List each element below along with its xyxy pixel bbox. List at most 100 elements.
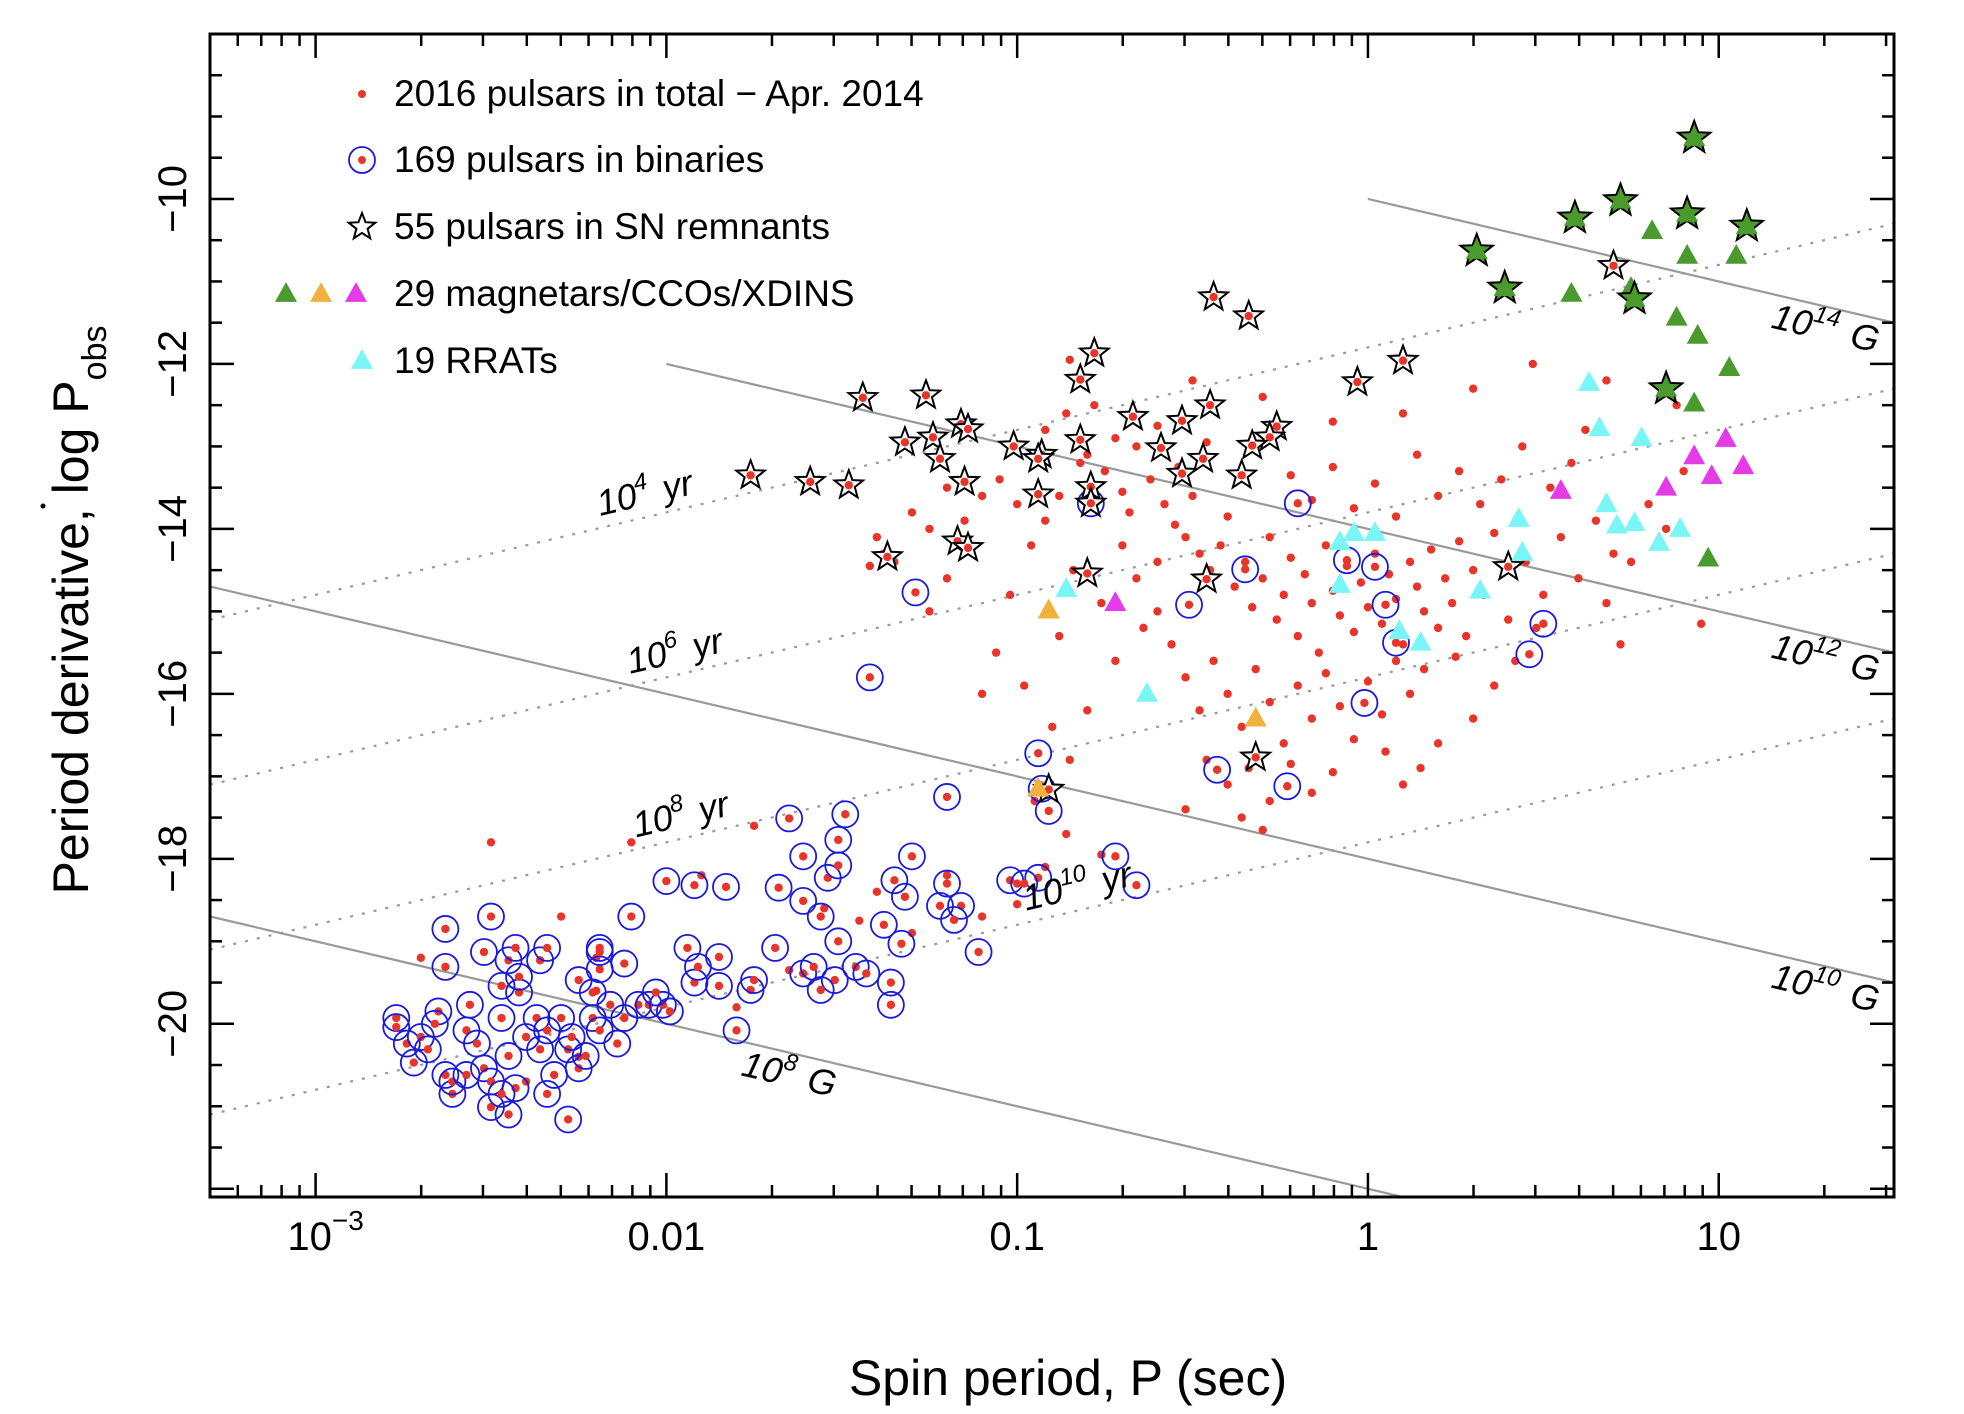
pulsar-point bbox=[1461, 631, 1471, 641]
binary-circle bbox=[501, 934, 530, 962]
pulsar-point bbox=[1518, 442, 1527, 451]
binary-circle bbox=[824, 825, 853, 854]
pulsar-point bbox=[1616, 640, 1625, 649]
binary-circle bbox=[571, 1042, 600, 1070]
x-tick-label: 10−3 bbox=[287, 1205, 363, 1259]
b-field-label-0: 1014G bbox=[1768, 291, 1884, 360]
x-axis-title: Spin period, P (sec) bbox=[849, 1350, 1287, 1406]
pulsar-point bbox=[942, 483, 952, 492]
x-tick-label-text: 1 bbox=[1357, 1215, 1379, 1259]
magnetar-triangle bbox=[1493, 276, 1516, 296]
binary-pulsar-dot bbox=[690, 881, 699, 890]
binary-circle bbox=[1024, 739, 1053, 768]
binary-circle bbox=[831, 800, 860, 829]
legend-circle-icon bbox=[348, 146, 376, 174]
binary-circle bbox=[494, 1100, 523, 1129]
binary-circle bbox=[547, 1004, 576, 1032]
pulsar-point bbox=[1286, 759, 1295, 769]
snr-pulsar-dot bbox=[900, 438, 910, 447]
pulsar-point bbox=[1188, 491, 1197, 501]
binary-circle bbox=[775, 804, 804, 833]
binary-pulsar-dot bbox=[774, 883, 783, 892]
binary-pulsar-dot bbox=[462, 1026, 471, 1035]
pulsar-point bbox=[1391, 512, 1401, 521]
magnetar-triangle bbox=[1641, 219, 1664, 240]
binary-pulsar-dot bbox=[886, 1000, 896, 1010]
pulsar-point bbox=[1188, 376, 1197, 385]
pulsar-point bbox=[1398, 780, 1408, 789]
snr-pulsar-dot bbox=[1272, 422, 1281, 431]
rrat-triangle bbox=[1511, 540, 1534, 561]
cco-triangle bbox=[1027, 776, 1050, 797]
binary-circle bbox=[431, 1061, 460, 1089]
xdins-triangle bbox=[1700, 464, 1723, 485]
binary-pulsar-dot bbox=[1283, 782, 1292, 791]
pulsar-point bbox=[1258, 825, 1267, 835]
binary-pulsar-dot bbox=[935, 901, 945, 911]
legend-triangle-icon bbox=[310, 282, 332, 302]
pulsar-point bbox=[1433, 491, 1443, 501]
snr-pulsar-dot bbox=[1177, 416, 1187, 426]
pulsar-point bbox=[1012, 899, 1022, 909]
binary-circle bbox=[1273, 772, 1302, 801]
rrat-triangle bbox=[1577, 371, 1600, 391]
binary-pulsar-dot bbox=[830, 975, 839, 985]
pulsar-point bbox=[1475, 499, 1485, 509]
rrat-triangle bbox=[1623, 511, 1646, 532]
pulsar-point bbox=[1132, 442, 1141, 451]
pulsar-point bbox=[942, 574, 952, 583]
pulsar-point bbox=[1153, 607, 1162, 616]
b-field-label-1-exp: 12 bbox=[1811, 631, 1843, 663]
snr-pulsar-dot bbox=[1353, 377, 1362, 387]
binary-pulsar-dot bbox=[462, 1070, 471, 1080]
binary-circle bbox=[456, 990, 484, 1019]
binary-pulsar-dot bbox=[542, 1089, 552, 1099]
pulsar-point bbox=[1363, 603, 1373, 612]
snr-pulsar-dot bbox=[1177, 469, 1187, 478]
binary-pulsar-dot bbox=[834, 937, 843, 946]
binary-circle bbox=[806, 976, 835, 1004]
snr-pulsar-dot bbox=[928, 433, 938, 442]
pulsar-point bbox=[1412, 582, 1422, 591]
binary-pulsar-dot bbox=[942, 879, 952, 888]
y-tick-label: −10 bbox=[151, 165, 195, 233]
pulsar-point bbox=[1153, 557, 1162, 567]
legend-label: 2016 pulsars in total − Apr. 2014 bbox=[394, 73, 924, 114]
binary-circle bbox=[655, 997, 684, 1026]
binary-circle bbox=[901, 578, 930, 607]
snr-pulsar-dot bbox=[1198, 454, 1208, 463]
pulsar-point bbox=[1265, 532, 1274, 542]
binary-pulsar-dot bbox=[1184, 600, 1194, 609]
binary-pulsar-dot bbox=[595, 965, 604, 974]
pulsar-point bbox=[977, 689, 987, 699]
binary-pulsar-dot bbox=[886, 978, 896, 987]
x-tick-label-text: 0.1 bbox=[989, 1215, 1045, 1259]
cco-triangle bbox=[1037, 598, 1060, 619]
legend-circle-dot-icon bbox=[358, 156, 366, 164]
rrat-triangle bbox=[1595, 492, 1618, 513]
x-tick-label-text: 10 bbox=[287, 1215, 332, 1259]
pulsar-point bbox=[1626, 557, 1636, 567]
pulsar-point bbox=[1055, 491, 1064, 501]
rrat-triangle bbox=[1328, 573, 1351, 593]
legend-triangle-icon bbox=[345, 282, 367, 302]
pulsar-point bbox=[1433, 739, 1443, 748]
binary-pulsar-dot bbox=[862, 969, 871, 978]
binary-pulsar-dot bbox=[479, 1064, 489, 1073]
x-tick-label: 1 bbox=[1357, 1215, 1379, 1259]
plot-frame bbox=[208, 32, 1896, 1199]
binary-pulsar-dot bbox=[1391, 638, 1401, 647]
pulsar-point bbox=[1377, 619, 1387, 628]
pulsar-point bbox=[1335, 611, 1345, 620]
snr-pulsar-dot bbox=[1083, 569, 1092, 578]
pulsar-point bbox=[1012, 499, 1022, 509]
binary-pulsar-dot bbox=[606, 1000, 615, 1010]
binary-pulsar-dot bbox=[834, 835, 843, 845]
xdins-triangle bbox=[1655, 475, 1678, 496]
cco-triangle bbox=[1244, 706, 1267, 727]
binary-pulsar-dot bbox=[865, 673, 875, 682]
pulsar-point bbox=[1349, 735, 1359, 744]
binary-pulsar-dot bbox=[563, 1115, 573, 1124]
binary-pulsar-dot bbox=[1360, 698, 1369, 708]
binary-circle bbox=[557, 1023, 586, 1051]
